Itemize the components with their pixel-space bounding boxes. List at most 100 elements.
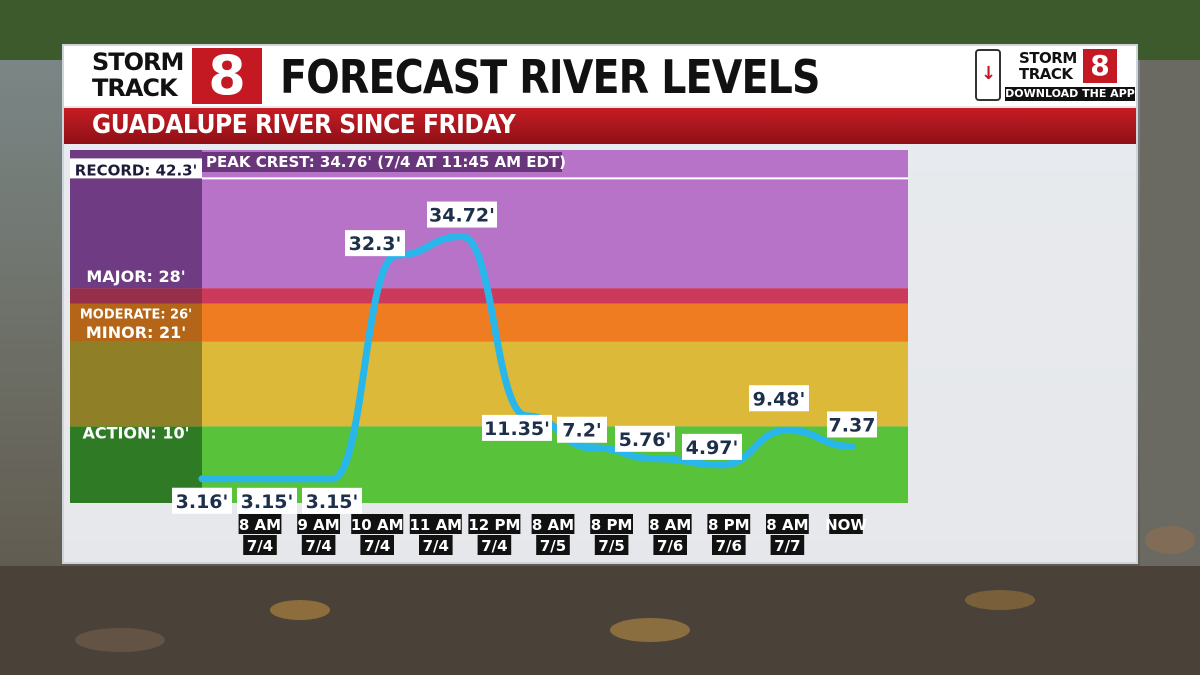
x-tick-bg-6-1 <box>594 535 629 555</box>
point-label-bg-6 <box>557 416 607 443</box>
x-tick-6: 8 PM 7/5 <box>590 514 633 555</box>
point-label-bg-5 <box>482 414 552 441</box>
stage-band-1 <box>70 341 908 427</box>
stage-label-2: MODERATE: 26' <box>80 307 192 322</box>
stage-label-1: MINOR: 21' <box>86 323 186 342</box>
chart-subtitle: GUADALUPE RIVER SINCE FRIDAY <box>92 110 516 140</box>
x-tick-bg-10-0 <box>829 514 863 534</box>
x-tick-7: 8 AM 7/6 <box>648 514 692 555</box>
stage-label-bg-1 <box>70 341 202 427</box>
x-tick-label-5-0: 8 AM <box>532 516 574 534</box>
phone-icon: ↓ <box>975 49 1001 101</box>
peak-crest-text: PEAK CREST: 34.76' (7/4 AT 11:45 AM EDT) <box>206 153 566 171</box>
record-label: RECORD: 42.3' <box>75 161 197 179</box>
peak-crest-box <box>202 152 562 172</box>
x-tick-3: 11 AM 7/4 <box>409 514 462 555</box>
stormtrack-logo: STORM TRACK 8 <box>92 48 264 104</box>
x-tick-bg-9-1 <box>770 535 805 555</box>
x-tick-bg-3-1 <box>419 535 453 555</box>
point-label-bg-1 <box>237 487 297 514</box>
x-tick-label-7-0: 8 AM <box>649 516 691 534</box>
x-tick-label-8-1: 7/6 <box>716 537 742 555</box>
x-tick-label-8-0: 8 PM <box>708 516 750 534</box>
x-tick-label-7-1: 7/6 <box>657 537 683 555</box>
x-tick-label-6-1: 7/5 <box>598 537 624 555</box>
point-label-bg-7 <box>615 425 675 452</box>
x-tick-bg-1-1 <box>301 535 336 555</box>
x-tick-4: 12 PM 7/4 <box>468 514 520 555</box>
point-label-0: 3.16' <box>176 491 229 513</box>
x-tick-bg-2-1 <box>360 535 394 555</box>
point-label-bg-9 <box>749 385 809 412</box>
point-label-bg-8 <box>682 433 742 460</box>
x-tick-label-9-1: 7/7 <box>774 537 800 555</box>
page-title: FORECAST RIVER LEVELS <box>280 50 820 104</box>
point-label-9: 9.48' <box>753 388 806 410</box>
point-label-10: 7.37 <box>829 414 876 436</box>
x-tick-bg-0-0 <box>238 514 282 534</box>
point-label-6: 7.2' <box>562 420 601 442</box>
app-logo-line-1: STORM <box>1019 49 1077 67</box>
download-arrow-icon: ↓ <box>981 63 997 84</box>
logo-line-2: TRACK <box>92 74 178 102</box>
logo-line-1: STORM <box>92 48 184 76</box>
river-level-line <box>198 233 856 483</box>
point-labels: 3.16' 3.15' 3.15' 32.3' 34.72' 11.35' 7.2' 5.76… <box>172 201 877 514</box>
x-tick-label-2-0: 10 AM <box>351 516 404 534</box>
x-tick-8: 8 PM 7/6 <box>707 514 751 555</box>
point-label-bg-4 <box>427 201 497 228</box>
x-tick-5: 8 AM 7/5 <box>531 514 575 555</box>
x-tick-label-0-0: 8 AM <box>239 516 281 534</box>
x-tick-label-5-1: 7/5 <box>540 537 566 555</box>
point-label-2: 3.15' <box>306 491 359 513</box>
x-tick-9: 8 AM 7/7 <box>766 514 809 555</box>
x-tick-0: 8 AM 7/4 <box>238 514 282 555</box>
x-tick-label-3-1: 7/4 <box>423 537 449 555</box>
x-tick-10: NOW <box>825 514 867 534</box>
x-tick-bg-7-0 <box>648 514 692 534</box>
x-tick-bg-6-0 <box>590 514 633 534</box>
x-tick-bg-1-0 <box>297 514 340 534</box>
x-tick-bg-3-0 <box>409 514 462 534</box>
x-tick-label-6-0: 8 PM <box>591 516 633 534</box>
x-tick-label-1-0: 9 AM <box>297 516 339 534</box>
point-label-5: 11.35' <box>484 418 550 440</box>
x-tick-bg-4-0 <box>468 514 521 534</box>
x-tick-bg-9-0 <box>766 514 809 534</box>
point-label-bg-10 <box>827 411 877 438</box>
point-label-bg-2 <box>302 487 362 514</box>
x-tick-bg-5-1 <box>536 535 570 555</box>
x-tick-label-2-1: 7/4 <box>364 537 390 555</box>
x-axis-ticks: 8 AM7/49 AM7/410 AM7/411 AM7/412 PM7/48 … <box>238 514 867 555</box>
x-tick-label-4-1: 7/4 <box>481 537 507 555</box>
record-label-bg <box>70 158 202 179</box>
download-app-label: DOWNLOAD THE APP <box>1005 87 1135 101</box>
x-tick-bg-8-1 <box>712 535 746 555</box>
x-tick-2: 10 AM 7/4 <box>351 514 404 555</box>
x-tick-bg-4-1 <box>477 535 512 555</box>
x-tick-label-3-0: 11 AM <box>409 516 462 534</box>
x-tick-bg-7-1 <box>653 535 687 555</box>
point-label-bg-3 <box>345 230 405 257</box>
app-logo-number: 8 <box>1083 49 1117 83</box>
point-label-8: 4.97' <box>686 437 739 459</box>
peak-crest-annotation: PEAK CREST: 34.76' (7/4 AT 11:45 AM EDT) <box>202 152 566 172</box>
x-tick-1: 9 AM 7/4 <box>297 514 340 555</box>
x-tick-label-0-1: 7/4 <box>247 537 273 555</box>
x-tick-label-9-0: 8 AM <box>766 516 808 534</box>
point-label-4: 34.72' <box>429 205 495 227</box>
point-label-7: 5.76' <box>619 429 672 451</box>
point-label-1: 3.15' <box>241 491 294 513</box>
download-app-badge[interactable]: ↓ STORM TRACK 8 DOWNLOAD THE APP <box>975 49 1137 103</box>
stage-label-3: MAJOR: 28' <box>86 267 185 286</box>
stage-labels: ACTION: 10' MINOR: 21'MODERATE: 26' MAJOR:… <box>70 158 202 442</box>
x-tick-bg-0-1 <box>243 535 277 555</box>
point-label-bg-0 <box>172 487 232 514</box>
x-tick-bg-5-0 <box>531 514 575 534</box>
x-tick-bg-2-0 <box>351 514 404 534</box>
stage-label-0: ACTION: 10' <box>82 423 189 442</box>
x-tick-bg-8-0 <box>707 514 751 534</box>
app-logo-line-2: TRACK <box>1019 65 1073 83</box>
x-tick-label-1-1: 7/4 <box>305 537 331 555</box>
